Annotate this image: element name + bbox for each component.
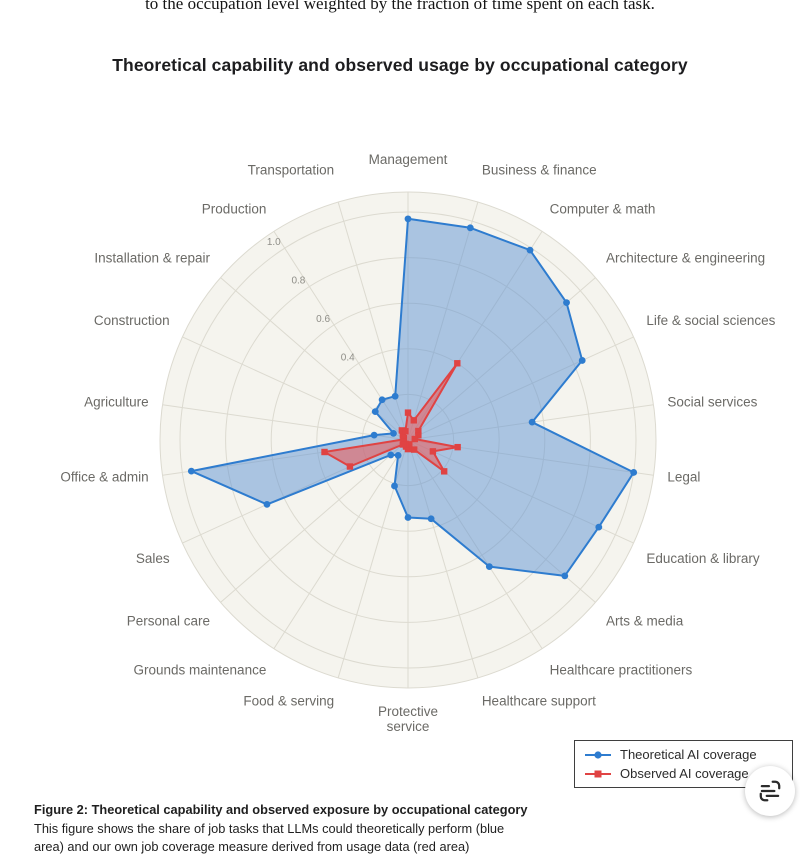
svg-text:0.4: 0.4 bbox=[341, 352, 355, 363]
svg-text:0.8: 0.8 bbox=[291, 276, 305, 287]
svg-text:Arts & media: Arts & media bbox=[606, 614, 684, 629]
svg-text:Computer & math: Computer & math bbox=[550, 202, 656, 217]
figure-caption: Figure 2: Theoretical capability and obs… bbox=[34, 801, 774, 857]
svg-text:Healthcare support: Healthcare support bbox=[482, 693, 596, 708]
svg-text:Production: Production bbox=[202, 202, 267, 217]
svg-text:Construction: Construction bbox=[94, 313, 170, 328]
chart-legend: Theoretical AI coverage Observed AI cove… bbox=[574, 740, 793, 788]
floating-action-button[interactable] bbox=[745, 766, 795, 816]
svg-text:Office & admin: Office & admin bbox=[60, 469, 148, 484]
chart-title: Theoretical capability and observed usag… bbox=[112, 55, 688, 75]
svg-text:Healthcare practitioners: Healthcare practitioners bbox=[550, 662, 693, 677]
svg-text:Installation & repair: Installation & repair bbox=[94, 250, 210, 265]
svg-text:0.6: 0.6 bbox=[316, 314, 330, 325]
figure-caption-line: This figure shows the share of job tasks… bbox=[34, 820, 505, 836]
legend-label-observed: Observed AI coverage bbox=[620, 766, 749, 781]
capture-text-icon bbox=[759, 780, 781, 802]
svg-text:Management: Management bbox=[369, 152, 448, 167]
svg-text:Food & serving: Food & serving bbox=[243, 693, 334, 708]
svg-text:Education & library: Education & library bbox=[646, 551, 760, 566]
svg-text:Agriculture: Agriculture bbox=[84, 395, 149, 410]
radar-chart: 0.4 0.6 0.8 1.0 Management Business & finance… bbox=[60, 152, 775, 734]
svg-text:Grounds maintenance: Grounds maintenance bbox=[134, 662, 267, 677]
cropped-body-text: to the occupation level weighted by the … bbox=[145, 0, 655, 13]
svg-text:Personal care: Personal care bbox=[127, 614, 210, 629]
figure-caption-heading: Figure 2: Theoretical capability and obs… bbox=[34, 802, 528, 817]
svg-text:Social services: Social services bbox=[667, 395, 757, 410]
red-line-square-marker-icon bbox=[585, 770, 611, 777]
svg-text:Legal: Legal bbox=[667, 469, 700, 484]
svg-text:Life & social sciences: Life & social sciences bbox=[646, 313, 775, 328]
svg-text:Transportation: Transportation bbox=[248, 163, 335, 178]
svg-text:1.0: 1.0 bbox=[267, 237, 281, 248]
blue-line-circle-marker-icon bbox=[585, 750, 611, 759]
legend-label-theoretical: Theoretical AI coverage bbox=[620, 747, 757, 762]
svg-text:Business & finance: Business & finance bbox=[482, 163, 597, 178]
svg-text:Sales: Sales bbox=[136, 551, 170, 566]
figure-caption-line: area) and our own job coverage measure d… bbox=[34, 839, 470, 854]
svg-text:Architecture & engineering: Architecture & engineering bbox=[606, 250, 765, 265]
legend-item-observed[interactable]: Observed AI coverage bbox=[583, 764, 784, 783]
legend-item-theoretical[interactable]: Theoretical AI coverage bbox=[583, 745, 784, 764]
